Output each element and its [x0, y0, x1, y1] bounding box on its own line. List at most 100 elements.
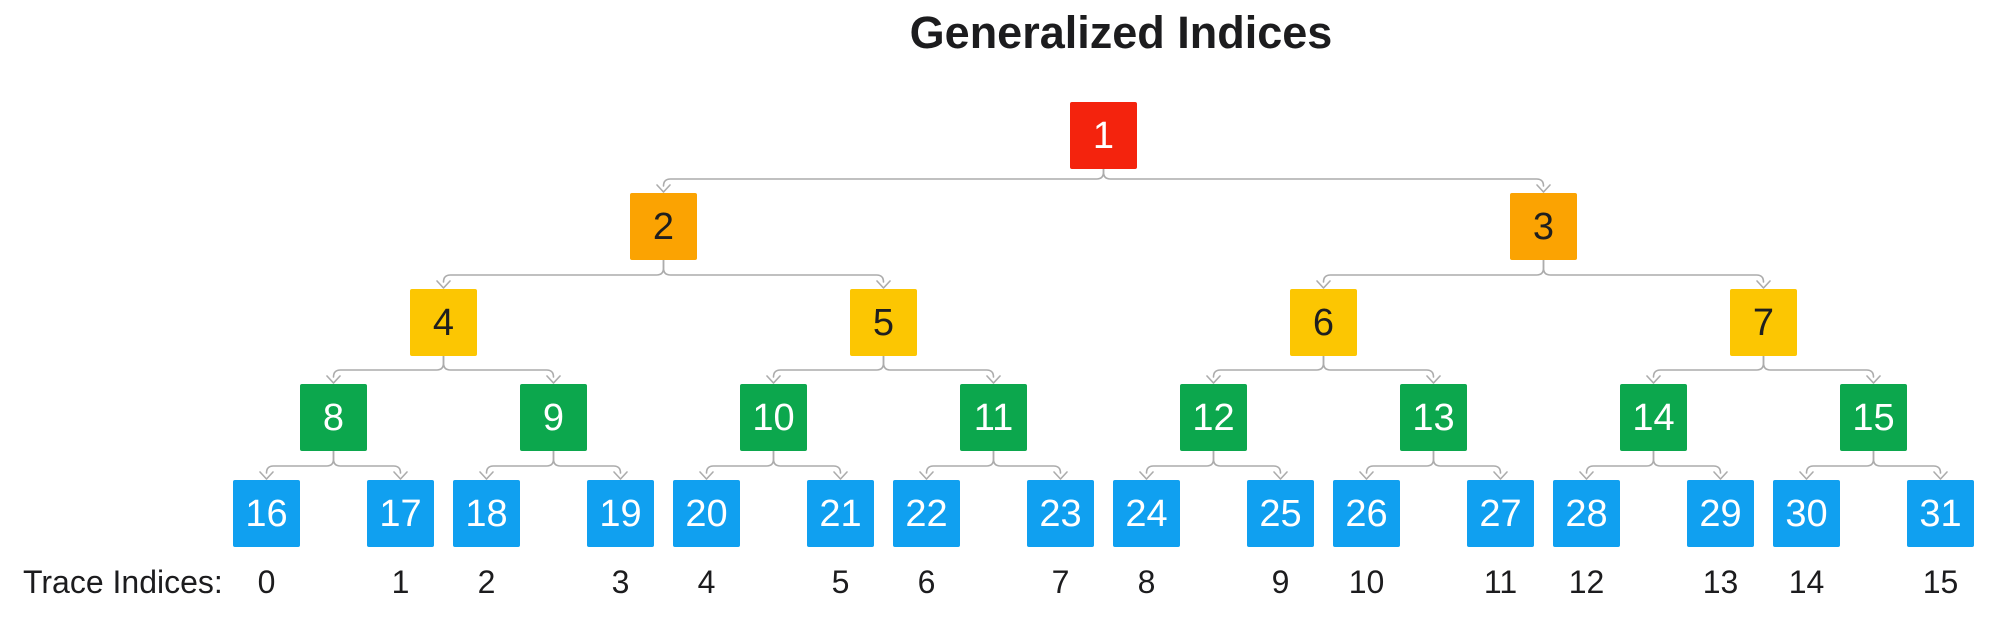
edge-12-24 — [1145, 450, 1215, 474]
arrowhead-13-26 — [1359, 471, 1374, 480]
arrowhead-13-27 — [1493, 471, 1508, 480]
tree-node-19: 19 — [587, 480, 654, 547]
edge-11-23 — [992, 450, 1062, 474]
trace-index-14: 14 — [1788, 564, 1825, 600]
edge-13-26 — [1365, 450, 1435, 474]
edge-1-3 — [1102, 168, 1545, 187]
tree-node-1: 1 — [1070, 102, 1137, 169]
arrowhead-4-8 — [326, 375, 341, 384]
trace-index-8: 8 — [1137, 564, 1156, 600]
tree-node-25: 25 — [1247, 480, 1314, 547]
tree-node-30: 30 — [1773, 480, 1840, 547]
arrowhead-7-14 — [1646, 375, 1661, 384]
edge-9-19 — [552, 450, 622, 474]
tree-node-3: 3 — [1510, 193, 1577, 260]
edge-8-17 — [332, 450, 402, 474]
edge-11-22 — [925, 450, 995, 474]
diagram-title: Generalized Indices — [909, 7, 1333, 58]
tree-node-11: 11 — [960, 384, 1027, 451]
edge-5-10 — [772, 355, 885, 378]
trace-index-7: 7 — [1051, 564, 1070, 600]
arrowhead-11-22 — [919, 471, 934, 480]
tree-node-2: 2 — [630, 193, 697, 260]
edge-14-29 — [1652, 450, 1722, 474]
tree-node-15: 15 — [1840, 384, 1907, 451]
trace-index-3: 3 — [611, 564, 630, 600]
edge-10-20 — [705, 450, 775, 474]
arrowhead-14-29 — [1713, 471, 1728, 480]
edge-7-14 — [1652, 355, 1765, 378]
tree-node-20: 20 — [673, 480, 740, 547]
edge-10-21 — [772, 450, 842, 474]
tree-node-9: 9 — [520, 384, 587, 451]
arrowhead-12-25 — [1273, 471, 1288, 480]
tree-node-14: 14 — [1620, 384, 1687, 451]
edge-2-4 — [442, 259, 665, 283]
edge-8-16 — [265, 450, 335, 474]
trace-index-0: 0 — [257, 564, 276, 600]
trace-index-15: 15 — [1922, 564, 1959, 600]
edge-15-30 — [1805, 450, 1875, 474]
arrowhead-15-30 — [1799, 471, 1814, 480]
arrowhead-12-24 — [1139, 471, 1154, 480]
arrowhead-9-18 — [479, 471, 494, 480]
edge-6-13 — [1322, 355, 1435, 378]
edge-3-6 — [1322, 259, 1545, 283]
tree-node-13: 13 — [1400, 384, 1467, 451]
arrowhead-9-19 — [613, 471, 628, 480]
arrowhead-3-6 — [1316, 280, 1331, 289]
arrowhead-10-20 — [699, 471, 714, 480]
tree-node-7: 7 — [1730, 289, 1797, 356]
edge-14-28 — [1585, 450, 1655, 474]
tree-node-12: 12 — [1180, 384, 1247, 451]
tree-node-17: 17 — [367, 480, 434, 547]
tree-node-31: 31 — [1907, 480, 1974, 547]
trace-index-11: 11 — [1483, 564, 1518, 600]
tree-node-10: 10 — [740, 384, 807, 451]
tree-node-26: 26 — [1333, 480, 1400, 547]
arrowhead-15-31 — [1933, 471, 1948, 480]
edge-7-15 — [1762, 355, 1875, 378]
tree-node-5: 5 — [850, 289, 917, 356]
trace-index-5: 5 — [831, 564, 850, 600]
edge-15-31 — [1872, 450, 1942, 474]
tree-node-18: 18 — [453, 480, 520, 547]
edge-4-8 — [332, 355, 445, 378]
edge-4-9 — [442, 355, 555, 378]
trace-index-12: 12 — [1568, 564, 1605, 600]
tree-node-22: 22 — [893, 480, 960, 547]
tree-node-6: 6 — [1290, 289, 1357, 356]
tree-node-23: 23 — [1027, 480, 1094, 547]
edge-12-25 — [1212, 450, 1282, 474]
arrowhead-4-9 — [546, 375, 561, 384]
edge-5-11 — [882, 355, 995, 378]
trace-index-13: 13 — [1702, 564, 1739, 600]
arrowhead-10-21 — [833, 471, 848, 480]
trace-index-10: 10 — [1348, 564, 1385, 600]
tree-node-28: 28 — [1553, 480, 1620, 547]
trace-indices-label: Trace Indices: — [23, 564, 223, 600]
tree-node-21: 21 — [807, 480, 874, 547]
trace-index-9: 9 — [1271, 564, 1290, 600]
arrowhead-3-7 — [1756, 280, 1771, 289]
arrowhead-5-11 — [986, 375, 1001, 384]
trace-index-6: 6 — [917, 564, 936, 600]
tree-node-8: 8 — [300, 384, 367, 451]
arrowhead-2-5 — [876, 280, 891, 289]
edge-13-27 — [1432, 450, 1502, 474]
arrowhead-2-4 — [436, 280, 451, 289]
arrowhead-8-16 — [259, 471, 274, 480]
tree-node-29: 29 — [1687, 480, 1754, 547]
arrowhead-6-12 — [1206, 375, 1221, 384]
edge-2-5 — [662, 259, 885, 283]
trace-index-4: 4 — [697, 564, 716, 600]
tree-node-16: 16 — [233, 480, 300, 547]
arrowhead-1-3 — [1536, 184, 1551, 193]
tree-node-27: 27 — [1467, 480, 1534, 547]
trace-index-1: 1 — [391, 564, 410, 600]
edge-9-18 — [485, 450, 555, 474]
tree-node-4: 4 — [410, 289, 477, 356]
arrowhead-14-28 — [1579, 471, 1594, 480]
